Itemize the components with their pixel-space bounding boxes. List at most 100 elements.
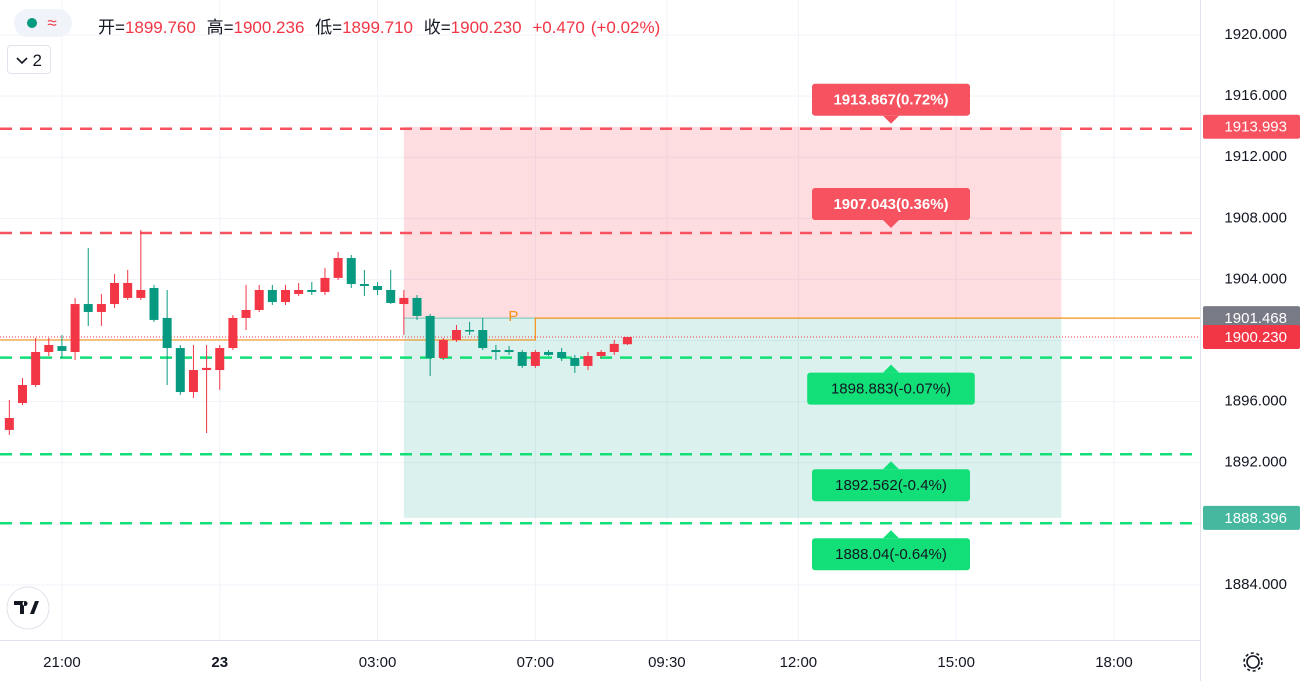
candle-body [267,289,277,303]
level-label: 1898.883(-0.07%) [831,381,951,398]
candle-body [83,304,93,312]
candle-body [373,286,383,290]
candle-body [149,287,159,320]
candle-body [596,352,606,356]
axes: 1920.000 1916.000 1912.000 1908.000 1904.000… [43,26,1300,671]
candle-body [465,330,475,332]
candle-body [346,258,356,285]
candle-body [188,370,198,393]
y-tick-label: 1884.000 [1224,576,1287,593]
candle-body [451,330,461,340]
tv-logo [6,586,50,630]
change-percent: (+0.02%) [590,18,661,37]
candle-body [570,357,580,366]
close-value: 1900.230 [450,18,522,37]
candle-body [425,315,435,358]
level-label: 1907.043(0.36%) [833,196,948,213]
candle-body [110,282,120,305]
level-label-arrow [883,530,899,539]
x-tick-label: 09:30 [648,654,686,671]
candle-body [320,277,330,292]
x-tick-label: 15:00 [937,654,975,671]
y-tick-label: 1896.000 [1224,393,1287,410]
candle-body [557,352,567,358]
candle-body [241,309,251,318]
axis-price-label: 1900.230 [1224,329,1287,346]
x-tick-label: 21:00 [43,654,81,671]
plot-area: P 1913.867(0.72%) 1907.043(0.36%) 1898.883(… [0,83,1200,571]
axis-price-box [1203,114,1300,139]
level-label-box [812,469,970,502]
indicator-toggle[interactable]: 2 [7,45,51,74]
open-label: 开= [98,18,125,37]
candle-body [359,284,369,287]
candle-body [491,350,501,353]
level-label-arrow [883,219,899,228]
x-tick-label: 07:00 [517,654,555,671]
candle-body [254,289,264,310]
candle-body [307,289,317,292]
open-value: 1899.760 [124,18,196,37]
low-value: 1899.710 [342,18,413,37]
candle-body [4,418,14,430]
level-label-box [807,372,975,405]
indicator-pill[interactable]: ≈ [14,9,72,37]
candle-body [504,350,514,353]
candle-body [136,289,146,298]
high-value: 1900.236 [233,18,305,37]
candle-body [386,289,396,303]
indicator-count: 2 [32,51,42,70]
level-label: 1913.867(0.72%) [833,92,948,109]
x-tick-label: 12:00 [780,654,818,671]
level-label: 1888.04(-0.64%) [835,546,947,563]
close-label: 收= [423,18,451,37]
x-tick-label: 18:00 [1095,654,1133,671]
axis-price-label: 1901.468 [1224,310,1287,327]
axis-price-box [1203,306,1300,331]
y-tick-label: 1904.000 [1224,270,1287,287]
candle-body [438,339,448,358]
low-label: 低= [315,18,343,37]
axis-price-label: 1913.993 [1224,119,1287,136]
y-tick-label: 1908.000 [1224,209,1287,226]
svg-text:≈: ≈ [47,13,56,32]
candle-body [70,304,80,353]
candle-body [175,348,185,393]
candle-body [530,352,540,366]
candle-body [44,344,54,353]
candle-body [294,289,304,294]
settings-icon[interactable] [1243,652,1263,672]
y-tick-label: 1920.000 [1224,26,1287,43]
candle-body [202,367,212,371]
candle-body [517,352,527,366]
candle-body [228,317,238,349]
level-label-arrow [883,461,899,470]
level-label-arrow [883,364,899,373]
candle-body [281,289,291,303]
candle-body [609,343,619,353]
candle-body [123,282,133,298]
candle-body [333,258,343,278]
y-tick-label: 1912.000 [1224,148,1287,165]
level-label: 1892.562(-0.4%) [835,477,947,494]
axis-price-box [1203,505,1300,530]
pivot-line [0,317,1200,341]
high-label: 高= [206,18,234,37]
candle-body [478,330,488,349]
profit-zone [403,126,1062,319]
level-label-arrow [883,115,899,124]
ohlc-header: 开=1899.760 高=1900.236 低=1899.710 收=1900.… [98,13,666,38]
candle-body [162,317,172,349]
axis-price-box [1203,325,1300,350]
candle-body [17,385,27,404]
pill-icons: ≈ [27,13,57,32]
pivot-label: P [508,308,518,325]
candle-body [544,352,554,355]
x-tick-label: 03:00 [359,654,397,671]
axis-price-label: 1888.396 [1224,510,1287,527]
candle-body [57,346,67,351]
candle-body [96,304,106,312]
candle-body [31,352,41,386]
